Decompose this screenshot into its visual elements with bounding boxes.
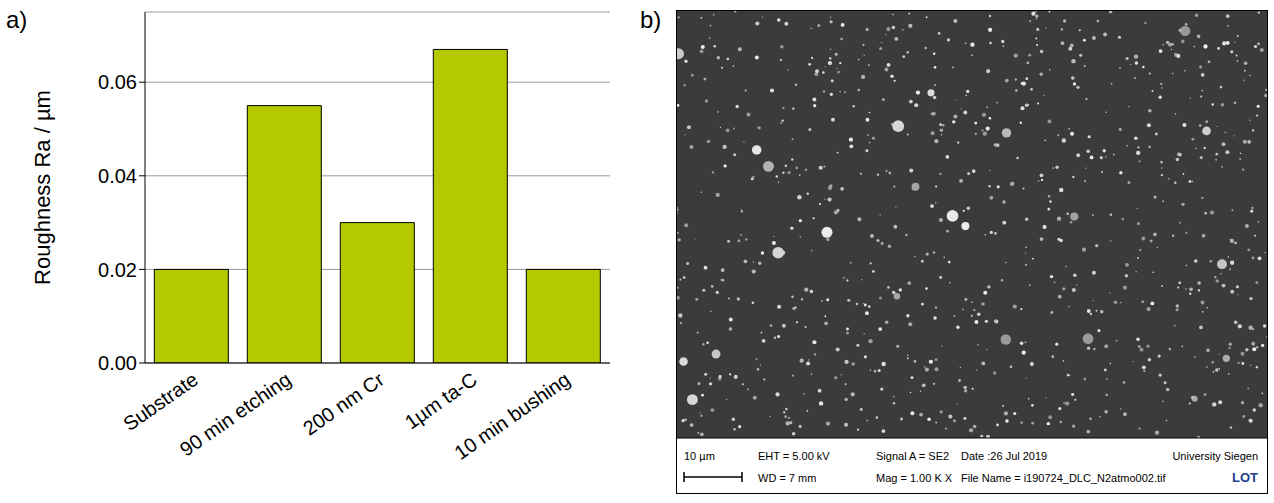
svg-text:10 µm: 10 µm [684, 450, 715, 462]
svg-text:Substrate: Substrate [119, 368, 202, 435]
svg-text:1µm ta-C: 1µm ta-C [401, 368, 481, 433]
svg-text:WD = 7 mm: WD = 7 mm [758, 472, 816, 484]
svg-text:Roughness Ra / µm: Roughness Ra / µm [30, 90, 55, 285]
svg-text:0.06: 0.06 [98, 71, 137, 93]
svg-text:EHT = 5.00 kV: EHT = 5.00 kV [758, 450, 830, 462]
svg-text:University Siegen: University Siegen [1172, 450, 1258, 462]
svg-text:0.00: 0.00 [98, 352, 137, 374]
svg-text:LOT: LOT [1232, 470, 1258, 485]
svg-text:200 nm Cr: 200 nm Cr [299, 368, 388, 440]
html-text:b): b) [640, 6, 662, 33]
svg-text:Date :26 Jul 2019: Date :26 Jul 2019 [961, 450, 1047, 462]
svg-text:File Name = i190724_DLC_N2atmo: File Name = i190724_DLC_N2atmo002.tif [961, 472, 1166, 484]
svg-text:Mag = 1.00 K X: Mag = 1.00 K X [876, 472, 953, 484]
svg-text:Signal A = SE2: Signal A = SE2 [876, 450, 949, 462]
svg-text:0.04: 0.04 [98, 165, 137, 187]
html-text:a): a) [6, 6, 28, 33]
svg-text:10 min bushing: 10 min bushing [450, 368, 574, 464]
svg-text:0.02: 0.02 [98, 259, 137, 281]
svg-text:90 min etching: 90 min etching [176, 368, 295, 461]
